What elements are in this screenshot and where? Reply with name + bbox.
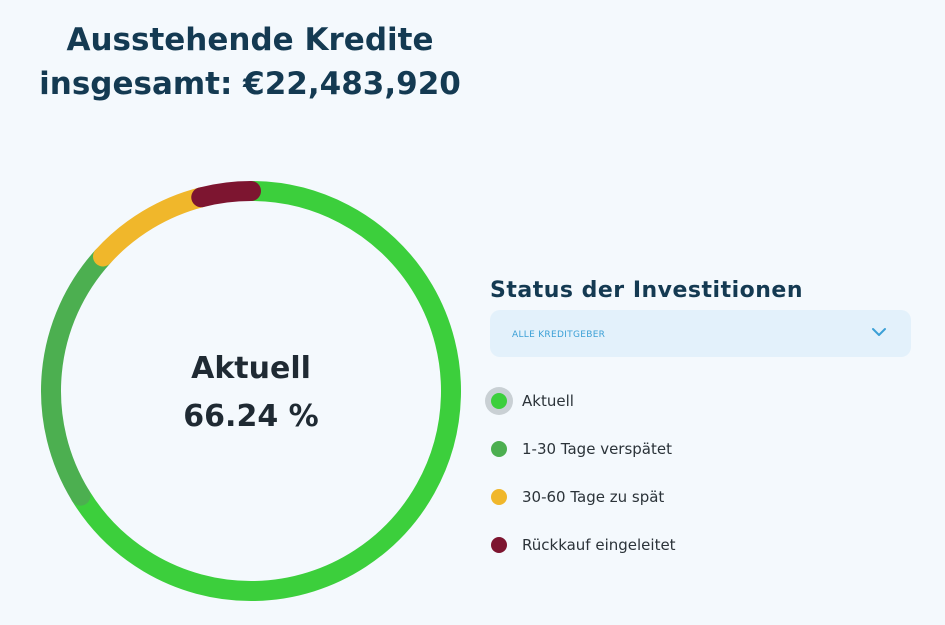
- status-title: Status der Investitionen: [490, 278, 803, 303]
- donut-slice-1[interactable]: [70, 181, 461, 601]
- donut-center-label: Aktuell 66.24 %: [40, 345, 462, 441]
- donut-chart: [40, 180, 462, 602]
- title-line-2: insgesamt: €22,483,920: [39, 66, 461, 102]
- chevron-down-icon: [872, 328, 886, 336]
- legend-item[interactable]: 30-60 Tage zu spät: [484, 482, 676, 530]
- center-status-value: 66.24 %: [183, 399, 319, 434]
- legend-label: Aktuell: [522, 392, 574, 410]
- legend-label: 1-30 Tage verspätet: [522, 440, 672, 458]
- lender-dropdown-value: ALLE KREDITGEBER: [512, 330, 606, 340]
- legend-marker: [484, 386, 514, 416]
- legend-marker: [484, 482, 514, 512]
- legend-item[interactable]: Rückkauf eingeleitet: [484, 530, 676, 578]
- donut-chart-svg: [41, 181, 461, 601]
- donut-slice-2[interactable]: [41, 246, 113, 506]
- legend: Aktuell 1-30 Tage verspätet 30-60 Tage zu …: [484, 386, 676, 578]
- legend-marker: [484, 530, 514, 560]
- legend-label: 30-60 Tage zu spät: [522, 488, 665, 506]
- page-title: Ausstehende Kredite insgesamt: €22,483,9…: [0, 18, 500, 106]
- legend-dot-icon: [491, 441, 507, 457]
- legend-dot-icon: [491, 489, 507, 505]
- legend-marker: [484, 434, 514, 464]
- title-line-1: Ausstehende Kredite: [66, 22, 434, 58]
- lender-dropdown[interactable]: ALLE KREDITGEBER: [490, 310, 911, 357]
- legend-dot-icon: [491, 537, 507, 553]
- legend-dot-icon: [491, 393, 507, 409]
- donut-slice-4[interactable]: [191, 181, 261, 208]
- center-status-label: Aktuell: [191, 351, 311, 386]
- legend-item[interactable]: 1-30 Tage verspätet: [484, 434, 676, 482]
- legend-item[interactable]: Aktuell: [484, 386, 676, 434]
- legend-label: Rückkauf eingeleitet: [522, 536, 676, 554]
- donut-slice-3[interactable]: [92, 187, 212, 267]
